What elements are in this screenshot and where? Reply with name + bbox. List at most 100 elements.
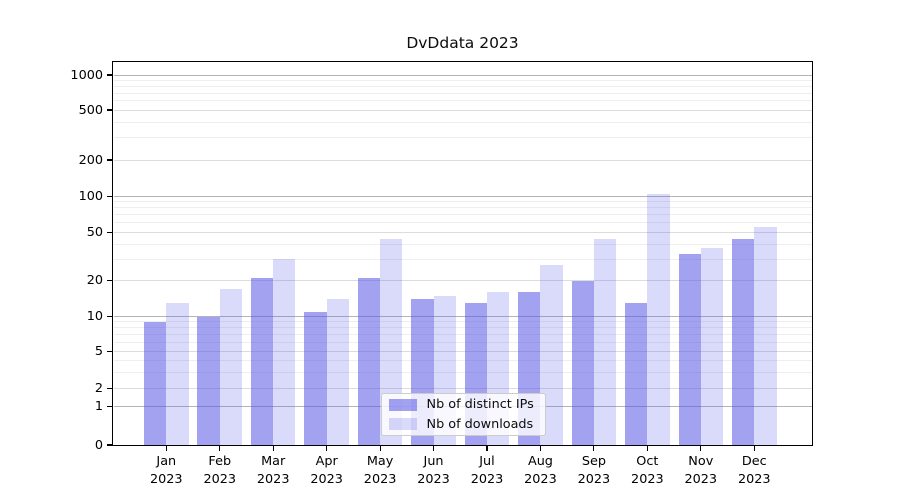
x-tick-mark — [326, 445, 328, 451]
x-tick-label: Dec 2023 — [737, 454, 771, 487]
y-tick-label: 5 — [94, 344, 103, 359]
legend-swatch-downloads — [388, 418, 417, 431]
x-tick-mark — [593, 445, 595, 451]
x-tick-label: Mar 2023 — [256, 454, 290, 487]
x-tick-label: Jul 2023 — [470, 454, 504, 487]
major-gridline — [113, 316, 812, 318]
bar-nb-of-distinct-ips-apr — [304, 311, 327, 445]
bar-nb-of-distinct-ips-oct — [625, 303, 648, 445]
x-tick-mark — [539, 445, 542, 451]
legend-row: Nb of downloads — [382, 415, 545, 434]
bar-nb-of-downloads-jan — [166, 303, 189, 445]
legend: Nb of distinct IPs Nb of downloads — [380, 393, 546, 436]
x-tick-label: Feb 2023 — [203, 454, 237, 487]
minor-gridline — [113, 121, 812, 123]
x-tick-label: Jun 2023 — [417, 454, 450, 487]
minor-gridline — [113, 371, 812, 373]
legend-row: Nb of distinct IPs — [382, 395, 545, 414]
bar-nb-of-downloads-oct — [647, 193, 670, 445]
x-tick-mark — [486, 445, 488, 451]
bar-nb-of-downloads-apr — [326, 299, 349, 445]
y-tick-label: 50 — [86, 224, 103, 240]
minor-gridline — [113, 85, 812, 87]
x-tick-label: May 2023 — [363, 454, 397, 487]
minor-gridline — [113, 207, 812, 209]
x-tick-label: Jan 2023 — [150, 454, 183, 487]
bar-nb-of-distinct-ips-feb — [197, 316, 220, 445]
y-tick-label: 10 — [86, 309, 103, 325]
y-tick-mark — [107, 74, 113, 76]
y-tick-mark — [107, 195, 113, 197]
minor-gridline — [113, 359, 812, 361]
minor-gridline — [113, 321, 812, 323]
bar-nb-of-downloads-nov — [700, 248, 724, 445]
major-gridline — [113, 195, 812, 197]
major-gridline — [113, 387, 812, 389]
bar-nb-of-distinct-ips-jan — [144, 321, 167, 445]
y-tick-mark — [107, 350, 113, 353]
y-tick-mark — [107, 316, 113, 318]
minor-gridline — [113, 100, 812, 102]
bar-nb-of-downloads-dec — [754, 227, 777, 445]
minor-gridline — [113, 258, 812, 260]
bar-nb-of-downloads-mar — [273, 259, 296, 445]
x-tick-mark — [753, 445, 755, 451]
x-tick-mark — [379, 445, 381, 451]
minor-gridline — [113, 92, 812, 94]
y-tick-mark — [107, 387, 113, 389]
major-gridline — [113, 351, 812, 352]
x-tick-mark — [219, 445, 221, 451]
major-gridline — [113, 280, 812, 282]
minor-gridline — [113, 327, 812, 329]
x-tick-mark — [700, 445, 702, 451]
y-tick-mark — [107, 159, 113, 161]
chart-title: DvDdata 2023 — [406, 34, 519, 52]
bar-nb-of-distinct-ips-nov — [678, 254, 701, 445]
y-tick-label: 200 — [78, 152, 103, 168]
x-tick-mark — [432, 445, 435, 451]
bar-nb-of-downloads-feb — [219, 289, 243, 445]
y-tick-label: 1000 — [70, 67, 103, 83]
major-gridline — [113, 74, 812, 76]
y-tick-label: 0 — [94, 437, 103, 453]
x-tick-mark — [272, 445, 274, 451]
minor-gridline — [113, 201, 812, 203]
legend-label-distinct-ips: Nb of distinct IPs — [426, 397, 534, 413]
plot-area — [113, 62, 812, 445]
bar-nb-of-distinct-ips-sep — [571, 280, 594, 445]
y-tick-mark — [107, 109, 113, 111]
major-gridline — [113, 159, 812, 161]
minor-gridline — [113, 137, 812, 139]
y-tick-mark — [107, 231, 113, 233]
minor-gridline — [113, 214, 812, 216]
minor-gridline — [113, 222, 812, 224]
y-tick-label: 20 — [86, 273, 103, 289]
y-tick-mark — [107, 280, 113, 282]
major-gridline — [113, 231, 812, 233]
major-gridline — [113, 109, 812, 111]
bar-nb-of-downloads-aug — [540, 264, 563, 445]
minor-gridline — [113, 334, 812, 336]
x-tick-label: Sep 2023 — [577, 454, 611, 487]
minor-gridline — [113, 79, 812, 81]
bar-nb-of-distinct-ips-dec — [731, 239, 755, 445]
bar-nb-of-distinct-ips-may — [357, 278, 381, 445]
y-tick-label: 1 — [94, 399, 103, 415]
y-tick-label: 100 — [78, 188, 103, 204]
minor-gridline — [113, 243, 812, 245]
x-tick-mark — [646, 445, 648, 451]
legend-swatch-distinct-ips — [388, 398, 417, 411]
bar-nb-of-distinct-ips-mar — [250, 278, 274, 445]
legend-label-downloads: Nb of downloads — [426, 416, 534, 432]
y-tick-label: 500 — [78, 102, 103, 118]
y-tick-label: 2 — [94, 380, 103, 396]
x-tick-mark — [165, 445, 167, 451]
x-tick-label: Aug 2023 — [524, 454, 557, 487]
y-tick-mark — [107, 406, 113, 408]
x-tick-label: Apr 2023 — [310, 454, 343, 487]
y-tick-mark — [107, 444, 113, 446]
minor-gridline — [113, 341, 812, 343]
x-tick-label: Nov 2023 — [684, 454, 718, 487]
x-tick-label: Oct 2023 — [631, 454, 664, 487]
